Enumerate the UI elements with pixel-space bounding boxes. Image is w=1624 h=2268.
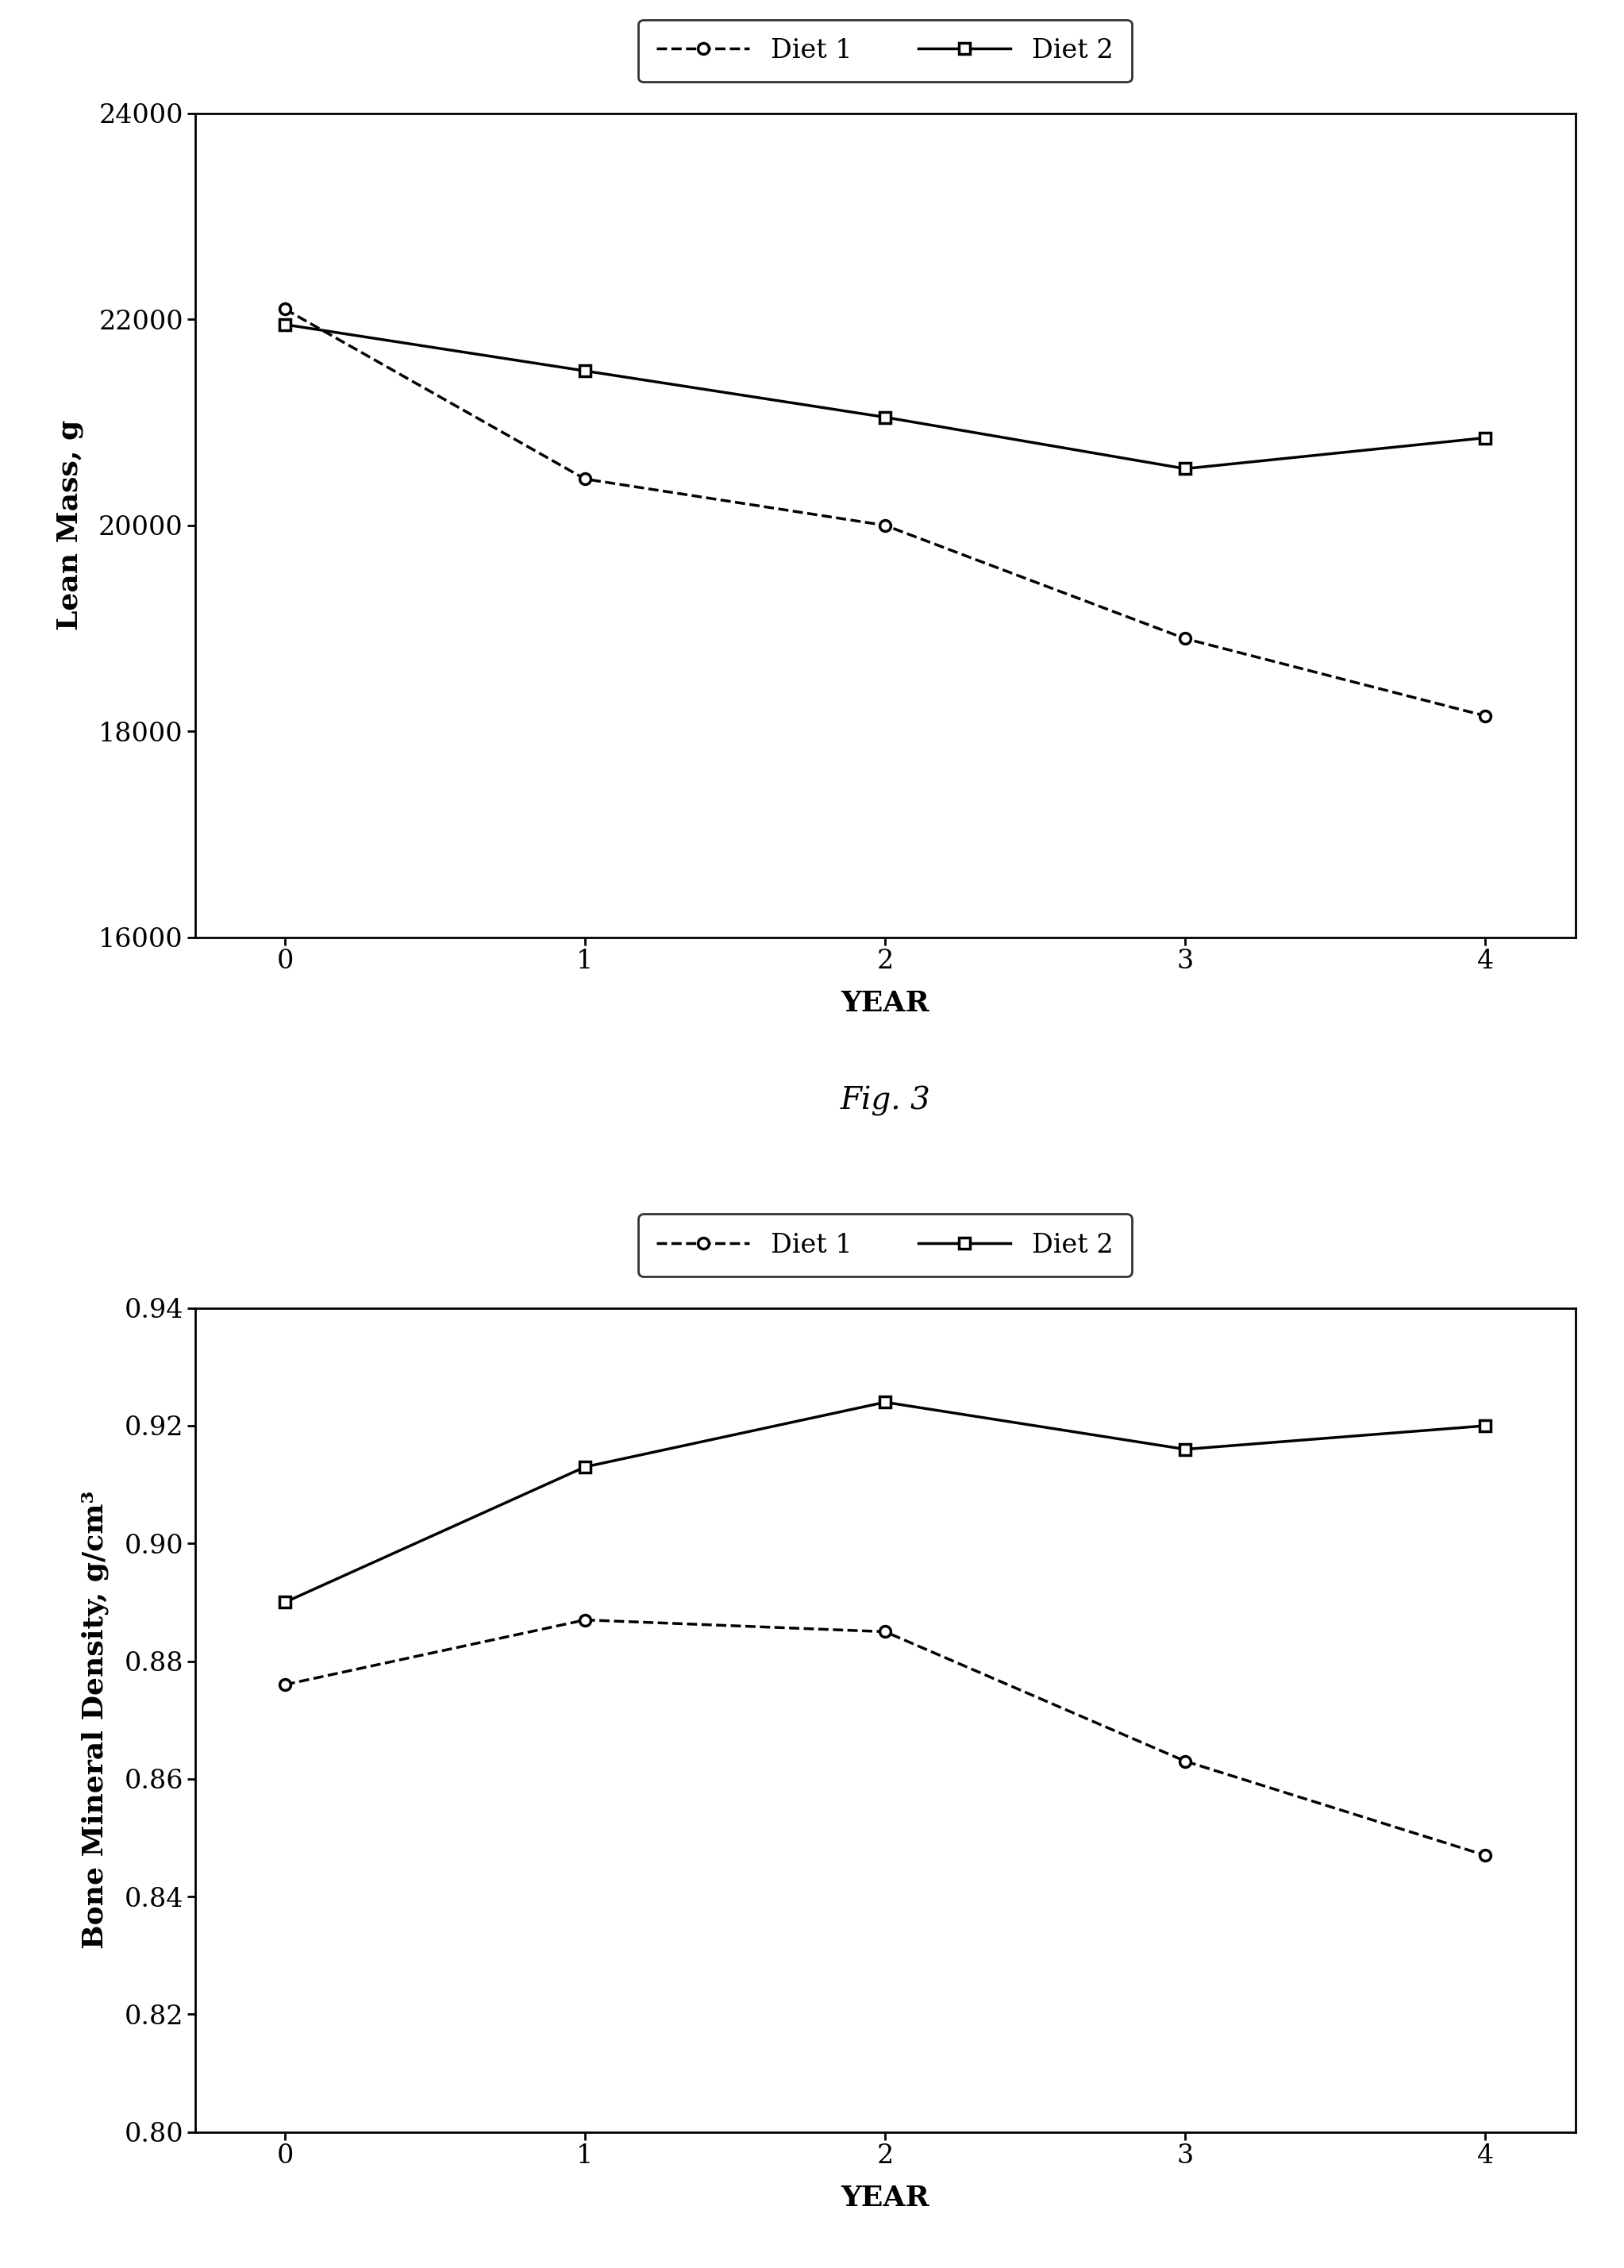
Y-axis label: Bone Mineral Density, g/cm³: Bone Mineral Density, g/cm³ [81,1490,109,1948]
Diet 1 [875,1617,895,1644]
Diet 2 [1176,1436,1195,1463]
Diet 2 [1176,456,1195,483]
Line: Diet 1: Diet 1 [279,304,1491,721]
Y-axis label: Lean Mass, g: Lean Mass, g [57,420,83,631]
Diet 2 [875,1388,895,1415]
Diet 2 [575,1454,594,1481]
Text: Fig. 3: Fig. 3 [840,1086,931,1116]
Diet 1 [575,1606,594,1633]
Diet 2 [274,311,294,338]
Line: Diet 2: Diet 2 [279,1397,1491,1608]
Diet 1 [575,465,594,492]
Line: Diet 2: Diet 2 [279,320,1491,474]
Diet 1 [1176,626,1195,653]
Line: Diet 1: Diet 1 [279,1615,1491,1860]
Legend: Diet 1, Diet 2: Diet 1, Diet 2 [638,20,1132,82]
Diet 2 [274,1588,294,1615]
Diet 1 [274,295,294,322]
X-axis label: YEAR: YEAR [841,2184,929,2211]
Diet 1 [1476,703,1496,730]
Diet 2 [1476,424,1496,451]
Diet 2 [875,404,895,431]
Diet 1 [274,1672,294,1699]
Diet 2 [1476,1413,1496,1440]
Legend: Diet 1, Diet 2: Diet 1, Diet 2 [638,1213,1132,1277]
Diet 1 [875,513,895,540]
X-axis label: YEAR: YEAR [841,989,929,1016]
Diet 2 [575,358,594,386]
Diet 1 [1476,1842,1496,1869]
Diet 1 [1176,1749,1195,1776]
